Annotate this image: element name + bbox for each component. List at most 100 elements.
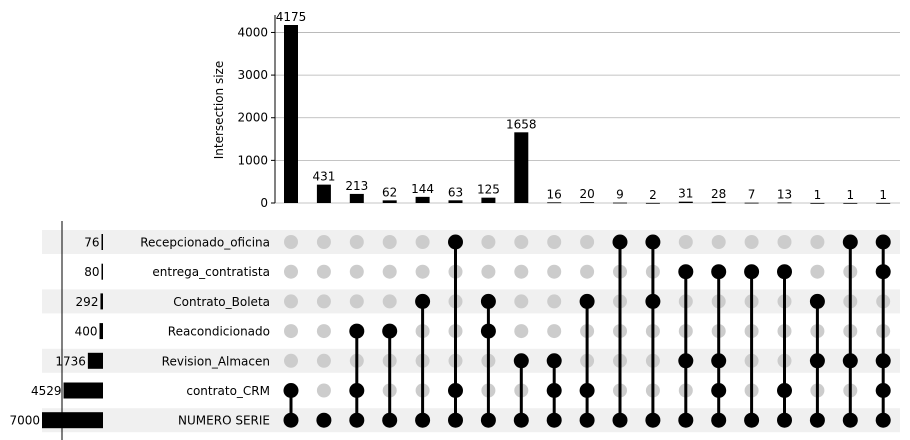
matrix-dot-active [382,323,398,339]
matrix-dot-inactive [415,264,430,279]
membership-matrix [283,234,891,428]
matrix-dot-active [744,412,760,428]
set-name-label: entrega_contratista [152,265,270,279]
set-name-labels: Recepcionado_oficina entrega_contratista C… [140,236,270,428]
intersection-bar [777,202,792,204]
matrix-dot-active [546,412,562,428]
matrix-dot-active [349,412,365,428]
intersection-bar-label: 2 [649,188,657,202]
row-shade [42,289,900,314]
intersection-bar-label: 9 [616,188,624,202]
matrix-dot-active [448,234,463,250]
matrix-dot-active [875,412,891,428]
matrix-dot-inactive [514,294,529,309]
matrix-dot-active [513,412,529,428]
set-name-label: NUMERO SERIE [178,414,270,428]
matrix-dot-inactive [349,264,364,279]
y-tick-label: 1000 [237,153,268,167]
bar-gridlines [275,32,900,204]
matrix-dot-active [809,353,825,369]
matrix-dot-inactive [316,294,331,309]
intersection-bar-label: 1 [846,188,854,202]
matrix-dot-active [382,412,398,428]
intersection-bar-label: 20 [579,187,594,201]
set-name-label: Revision_Almacen [162,354,270,368]
matrix-dot-inactive [316,383,331,398]
matrix-dot-active [777,383,792,398]
intersection-bar-label: 125 [477,183,500,197]
intersection-bar [678,201,693,203]
matrix-dot-active [711,412,727,428]
matrix-dot-active [744,264,760,280]
matrix-dot-inactive [810,264,825,279]
intersection-bar [580,202,595,203]
set-size-label: 292 [76,295,99,309]
intersection-bar-label: 13 [777,187,792,201]
matrix-dot-active [448,383,463,398]
matrix-dot-inactive [547,235,562,249]
matrix-dot-active [645,234,661,250]
matrix-dot-active [711,383,727,398]
bar-y-axis: 0 1000 2000 3000 4000 [237,15,276,210]
set-size-label: 4529 [31,384,62,398]
intersection-bar-label: 63 [448,185,463,199]
matrix-dot-active [316,412,332,428]
matrix-dot-active [842,234,858,250]
matrix-dot-inactive [316,353,331,368]
matrix-dot-inactive [514,264,529,279]
matrix-dot-inactive [382,235,397,249]
matrix-dot-active [448,412,463,428]
matrix-dot-inactive [744,235,759,249]
intersection-bar [382,200,397,203]
matrix-dot-active [777,264,792,280]
matrix-dot-inactive [284,324,298,339]
matrix-dot-active [579,412,595,428]
intersection-bar-label: 62 [382,185,397,199]
matrix-dot-active [480,293,496,309]
matrix-dot-active [415,293,431,309]
matrix-dot-inactive [284,264,298,279]
matrix-dot-active [349,383,365,398]
matrix-dot-inactive [382,294,397,309]
intersection-bar-label: 1 [879,188,887,202]
matrix-dot-active [645,293,661,309]
matrix-dot-inactive [382,264,397,279]
set-name-label: Contrato_Boleta [173,295,270,309]
intersection-bar-label: 1658 [506,117,537,131]
intersection-bar-label: 1 [814,188,822,202]
intersection-bar [613,202,627,204]
intersection-bar [843,202,858,204]
matrix-dot-active [809,293,825,309]
matrix-dot-inactive [481,235,496,249]
matrix-dot-active [678,412,694,428]
intersection-bar-label: 16 [547,187,562,201]
matrix-dot-inactive [547,264,562,279]
y-tick-label: 3000 [237,68,268,82]
intersection-bar-label: 4175 [276,10,307,24]
intersection-bar-label: 431 [312,170,335,184]
intersection-bar [645,202,660,204]
matrix-dot-active [513,353,529,369]
y-tick-label: 0 [260,196,268,210]
matrix-dot-inactive [678,235,693,249]
matrix-dot-active [875,383,891,398]
set-size-labels: 76 80 292 400 1736 4529 7000 [9,236,99,428]
matrix-dot-active [579,383,595,398]
matrix-dot-inactive [711,235,726,249]
intersection-bar [415,196,430,203]
matrix-dot-active [875,234,891,250]
matrix-dot-active [283,383,299,398]
matrix-dot-inactive [481,264,496,279]
matrix-dot-active [480,412,496,428]
set-name-label: Recepcionado_oficina [140,236,270,250]
intersection-bars [284,25,891,204]
intersection-bar [316,184,331,203]
intersection-bar [349,193,364,203]
matrix-dot-active [480,323,496,339]
intersection-bar-label: 144 [411,182,434,196]
y-tick-label: 2000 [237,111,268,125]
matrix-dot-inactive [349,235,364,249]
matrix-dot-inactive [580,264,595,279]
matrix-dot-active [415,412,431,428]
